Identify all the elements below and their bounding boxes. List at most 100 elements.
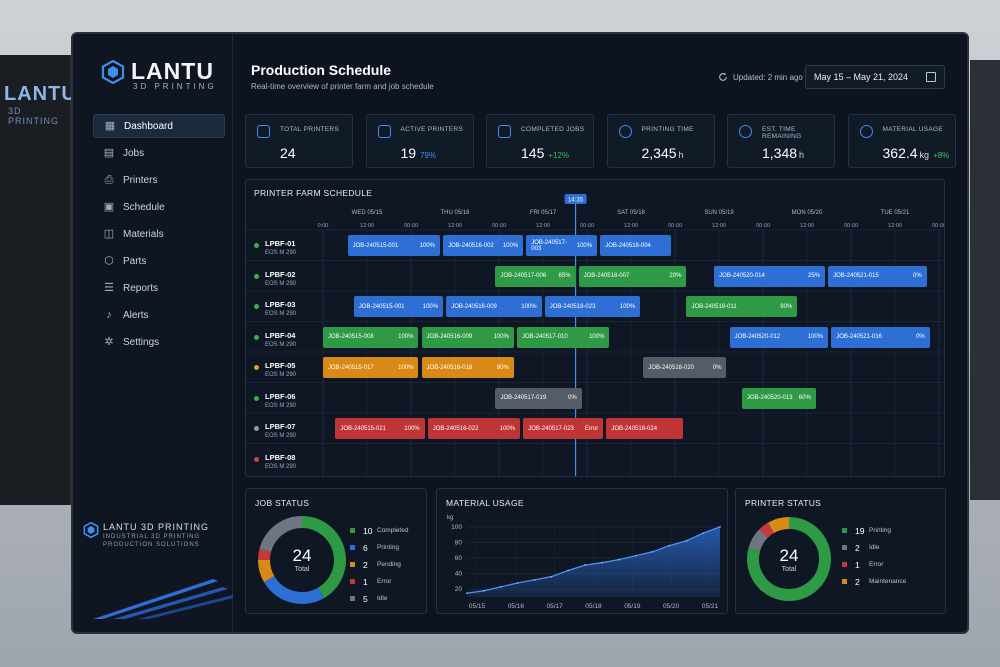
job-bar[interactable]: JOB-240517-019 0% [495,387,582,409]
job-bar[interactable]: JOB-240517-023 Error [523,418,604,439]
job-bar[interactable]: JOB-240518-004 [600,235,672,256]
job-bar[interactable]: JOB-240520-013 60% [741,387,816,409]
job-bar[interactable]: JOB-240516-009 100% [421,326,514,348]
job-bar[interactable]: JOB-240515-021 100% [335,418,425,439]
printer-status-dot [254,365,259,370]
printer-status-dot [254,426,259,431]
donut-segment-pending[interactable] [258,559,275,582]
job-bar[interactable]: JOB-240516-018 80% [421,357,514,378]
job-progress: 100% [422,303,439,310]
sidebar-item-schedule[interactable]: ▣ Schedule [93,195,225,219]
donut-segment-error[interactable] [258,548,272,561]
donut-segment-completed[interactable] [301,516,346,599]
printer-status-dot [254,243,259,248]
job-bar[interactable]: JOB-240519-011 90% [686,296,798,317]
printer-name: LPBF-07 [265,422,296,431]
job-id: JOB-240517-006 [500,273,547,279]
job-progress: 100% [419,242,436,249]
job-bar[interactable]: JOB-240516-002 100% [443,235,524,256]
material-point [567,569,570,572]
job-bar[interactable]: JOB-240518-007 20% [578,265,687,287]
job-bar[interactable]: JOB-240515-001 100% [353,296,444,317]
legend-label: Idle [377,595,388,602]
printer-model: EOS M 290 [265,341,297,348]
kpi-delta: +12% [548,151,570,160]
job-bar[interactable]: JOB-240517-003 100% [526,235,598,256]
sidebar-item-parts[interactable]: ⬡ Parts [93,249,225,273]
printer-name: LPBF-04 [265,330,296,340]
job-bar[interactable]: JOB-240521-015 0% [828,265,927,287]
printer-status-dot [254,304,259,309]
job-bar[interactable]: JOB-240515-008 100% [323,326,419,348]
kpi-card: EST. TIME REMAINING 1,348 h [727,114,835,168]
job-bar[interactable]: JOB-240521-016 0% [831,326,930,348]
date-range-picker[interactable]: May 15 – May 21, 2024 [805,65,945,89]
sidebar-item-printers[interactable]: ⎙ Printers [93,168,225,192]
donut-segment-idle[interactable] [259,516,303,553]
printer-status-title: PRINTER STATUS [745,498,822,508]
kpi-value-group: 362.4 kg +8% [883,145,950,161]
donut-segment-printing[interactable] [747,517,831,601]
printer-name: LPBF-08 [265,452,296,462]
job-bar[interactable]: JOB-240518-020 0% [643,357,727,378]
updated-label: Updated: 2 min ago [733,72,803,82]
printer-model: EOS M 290 [265,463,297,470]
sidebar-item-jobs[interactable]: ▤ Jobs [93,141,225,165]
sidebar-nav: ▦ Dashboard ▤ Jobs ⎙ Printers ▣ Schedule ◫ Materi… [93,114,225,357]
sidebar-item-label: Printers [123,174,158,186]
job-bar[interactable]: JOB-240520-012 100% [729,326,829,348]
job-bar[interactable]: JOB-240517-010 100% [517,326,610,348]
day-label: SUN 05/19 [704,210,734,216]
job-id: JOB-240520-012 [734,334,781,340]
sidebar-item-settings[interactable]: ✲ Settings [93,330,225,354]
job-bar[interactable]: JOB-240515-017 100% [323,357,419,378]
material-usage-title: MATERIAL USAGE [446,498,524,508]
monitor-icon [377,125,391,138]
refresh-status[interactable]: Updated: 2 min ago [718,72,803,82]
sidebar-item-materials[interactable]: ◫ Materials [93,222,225,246]
sidebar-item-label: Settings [123,336,160,348]
job-id: JOB-240515-008 [328,334,374,340]
job-bar[interactable]: JOB-240515-001 100% [347,235,441,256]
donut-segment-maintenance[interactable] [768,517,790,534]
kpi-value: 2,345 [641,145,677,161]
legend-swatch [350,545,355,550]
job-progress: 25% [808,273,821,279]
kpi-value-group: 2,345 h [642,145,684,161]
donut-segment-printing[interactable] [263,575,324,604]
sidebar-item-reports[interactable]: ☰ Reports [93,276,225,300]
current-time-badge [564,194,587,204]
kpi-card: MATERIAL USAGE 362.4 kg +8% [847,114,956,168]
printer-status-dot [254,334,259,340]
kpi-value: 19 [400,145,417,161]
job-bar[interactable]: JOB-240520-014 25% [714,265,826,287]
job-progress: 0% [712,364,722,371]
job-bar[interactable]: JOB-240516-022 100% [427,418,521,439]
sidebar-item-alerts[interactable]: ♪ Alerts [93,303,225,327]
clock-icon [618,125,632,138]
footer-title: LANTU 3D PRINTING [103,522,210,532]
donut-segment-error[interactable] [759,522,775,538]
material-point [601,561,603,564]
printer-name: LPBF-06 [265,391,296,401]
sidebar-item-label: Schedule [123,201,165,213]
job-bar[interactable]: JOB-240518-024 [606,418,684,439]
printer-model: EOS M 290 [265,402,297,409]
printer-name: LPBF-01 [265,239,296,248]
job-progress: 100% [502,242,519,249]
job-bar[interactable]: JOB-240517-006 65% [495,265,576,287]
legend-item: 10 Completed [350,522,408,539]
sidebar-item-dashboard[interactable]: ▦ Dashboard [93,114,225,138]
job-bar[interactable]: JOB-240518-023 100% [544,296,641,317]
y-tick-label: 40 [455,571,463,578]
material-point [584,564,586,566]
footer-logo-icon [83,522,99,538]
legend-swatch [842,579,847,584]
job-bar[interactable]: JOB-240516-009 100% [446,296,542,317]
legend-label: Error [869,561,884,568]
material-point [702,532,705,535]
legend-label: Pending [377,561,401,568]
calendar-icon: ▣ [103,201,115,213]
donut-segment-idle[interactable] [748,529,769,552]
legend-item: 19 Printing [842,522,906,539]
